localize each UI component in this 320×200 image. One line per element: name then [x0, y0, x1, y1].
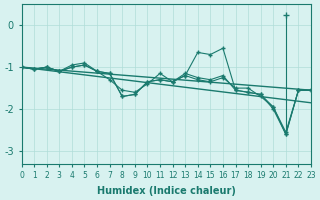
X-axis label: Humidex (Indice chaleur): Humidex (Indice chaleur)	[97, 186, 236, 196]
